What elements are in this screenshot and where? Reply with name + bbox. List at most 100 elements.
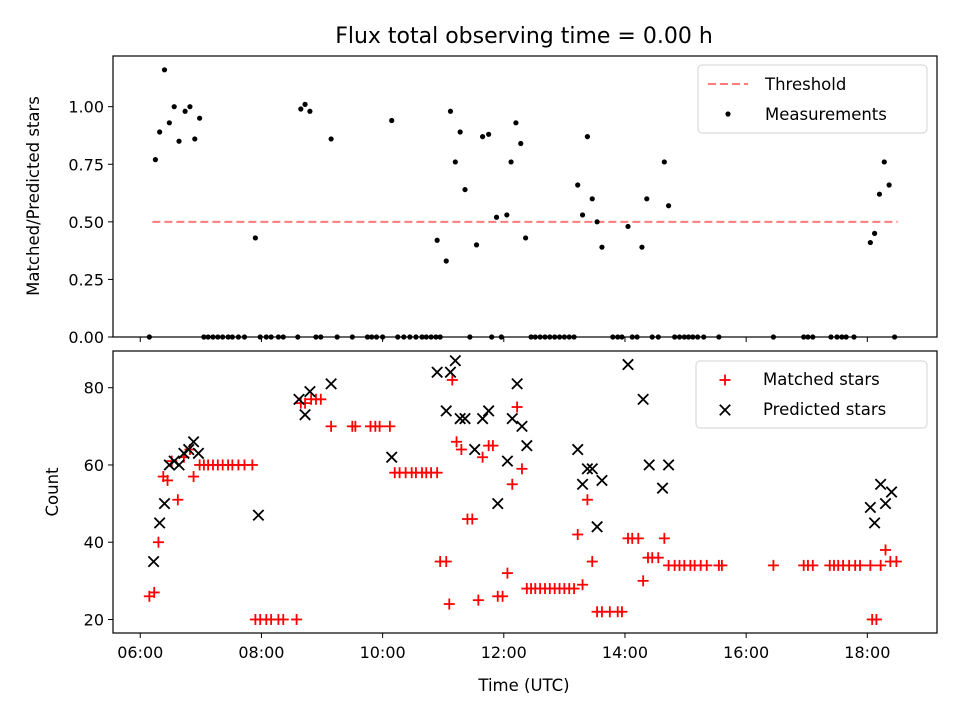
matched-star-point bbox=[880, 544, 891, 556]
measurement-point bbox=[192, 136, 198, 142]
predicted-star-point bbox=[643, 459, 656, 471]
predicted-star-point bbox=[187, 435, 200, 448]
top-y-tick-label: 0.50 bbox=[68, 213, 104, 232]
predicted-star-point bbox=[885, 486, 898, 498]
matched-star-point bbox=[701, 559, 713, 571]
predicted-star-point bbox=[444, 366, 457, 379]
predicted-star-point bbox=[576, 478, 589, 491]
figure-title: Flux total observing time = 0.00 h bbox=[335, 24, 713, 49]
legend-matched-label: Matched stars bbox=[763, 370, 880, 389]
predicted-star-point bbox=[325, 377, 337, 390]
measurement-point bbox=[252, 235, 258, 241]
matched-star-point bbox=[443, 598, 455, 610]
measurement-point bbox=[171, 104, 177, 110]
measurement-point bbox=[328, 136, 334, 142]
predicted-star-point bbox=[454, 412, 467, 425]
matched-star-point bbox=[616, 606, 628, 618]
measurement-point bbox=[197, 115, 203, 121]
legend-measurements-swatch bbox=[725, 111, 731, 117]
top-y-tick-label: 0.25 bbox=[68, 270, 104, 289]
predicted-star-point bbox=[586, 462, 599, 475]
measurement-point bbox=[579, 212, 586, 218]
predicted-star-point bbox=[158, 497, 171, 510]
measurement-point bbox=[161, 67, 168, 73]
matched-star-point bbox=[472, 594, 484, 606]
legend-matched-swatch bbox=[719, 374, 731, 386]
legend-predicted-swatch bbox=[719, 404, 731, 416]
measurement-point bbox=[152, 157, 159, 163]
measurement-point bbox=[661, 159, 667, 165]
bottom-panel: 20 40 60 80 06:00 08:00 10:00 12:00 14:00 16:00 1… bbox=[43, 350, 938, 662]
measurement-point bbox=[584, 134, 591, 140]
bottom-legend: Matched stars Predicted stars bbox=[695, 360, 928, 429]
bottom-x-tick-label: 14:00 bbox=[602, 643, 648, 662]
predicted-star-point bbox=[511, 377, 523, 390]
matched-star-point bbox=[577, 579, 589, 591]
measurement-point bbox=[462, 186, 468, 193]
measurement-point bbox=[389, 117, 395, 124]
matched-star-point bbox=[299, 397, 311, 409]
matched-star-point bbox=[875, 559, 887, 571]
top-x-axis bbox=[139, 337, 868, 342]
matched-star-point bbox=[767, 559, 779, 571]
matched-star-point bbox=[632, 532, 644, 544]
predicted-star-point bbox=[482, 405, 495, 417]
measurement-point bbox=[589, 196, 595, 202]
predicted-star-point bbox=[879, 497, 892, 510]
legend-measurements-label: Measurements bbox=[765, 105, 887, 124]
measurement-point bbox=[876, 191, 883, 197]
predicted-star-point bbox=[637, 393, 649, 406]
measurement-point bbox=[457, 129, 463, 135]
measurement-point bbox=[434, 237, 440, 243]
measurement-point bbox=[513, 120, 519, 126]
matched-star-point bbox=[325, 420, 337, 432]
predicted-star-point bbox=[501, 455, 514, 467]
measurement-point bbox=[867, 239, 873, 246]
predicted-star-point bbox=[868, 517, 881, 529]
predicted-star-point bbox=[662, 459, 675, 471]
measurement-point bbox=[881, 159, 887, 165]
measurement-point bbox=[307, 108, 313, 114]
measurement-point bbox=[575, 182, 581, 188]
matched-star-point bbox=[384, 420, 396, 432]
predicted-star-point bbox=[596, 474, 608, 487]
bottom-x-tick-label: 06:00 bbox=[117, 643, 163, 662]
matched-star-point bbox=[291, 613, 303, 625]
matched-star-point bbox=[487, 440, 499, 452]
matched-star-point bbox=[349, 420, 361, 432]
x-axis-label: Time (UTC) bbox=[477, 676, 569, 695]
measurement-point bbox=[871, 230, 878, 236]
predicted-star-point bbox=[173, 459, 185, 471]
matched-star-point bbox=[864, 559, 876, 571]
top-legend-box bbox=[697, 64, 928, 134]
legend-threshold-label: Threshold bbox=[764, 75, 846, 94]
matched-star-point bbox=[497, 590, 509, 602]
top-y-axis-label: Matched/Predicted stars bbox=[24, 96, 43, 296]
matched-star-point bbox=[172, 494, 184, 506]
matched-star-point bbox=[440, 556, 452, 568]
bottom-y-tick-label: 80 bbox=[84, 379, 104, 398]
bottom-plot-frame bbox=[112, 350, 938, 634]
predicted-star-point bbox=[571, 443, 584, 456]
measurement-point bbox=[157, 129, 163, 135]
matched-star-point bbox=[162, 474, 174, 486]
bottom-y-axis-label: Count bbox=[43, 467, 62, 517]
matched-star-point bbox=[466, 513, 478, 525]
top-panel: 0.00 0.25 0.50 0.75 1.00 Matched/Predicted s… bbox=[24, 55, 938, 347]
bottom-y-tick-label: 40 bbox=[84, 533, 104, 552]
predicted-star-point bbox=[440, 405, 453, 417]
measurement-point bbox=[625, 223, 631, 230]
matched-star-point bbox=[451, 436, 463, 448]
matched-star-point bbox=[246, 459, 258, 471]
matched-star-point bbox=[477, 451, 489, 463]
matched-star-point bbox=[716, 559, 728, 571]
predicted-star-point bbox=[520, 439, 533, 452]
measurement-point bbox=[493, 214, 500, 220]
measurement-point bbox=[886, 182, 892, 188]
matched-star-point bbox=[511, 401, 523, 413]
matched-star-point bbox=[374, 420, 386, 432]
top-legend: Threshold Measurements bbox=[697, 64, 928, 134]
predicted-star-point bbox=[299, 408, 311, 421]
measurement-point bbox=[508, 159, 514, 165]
